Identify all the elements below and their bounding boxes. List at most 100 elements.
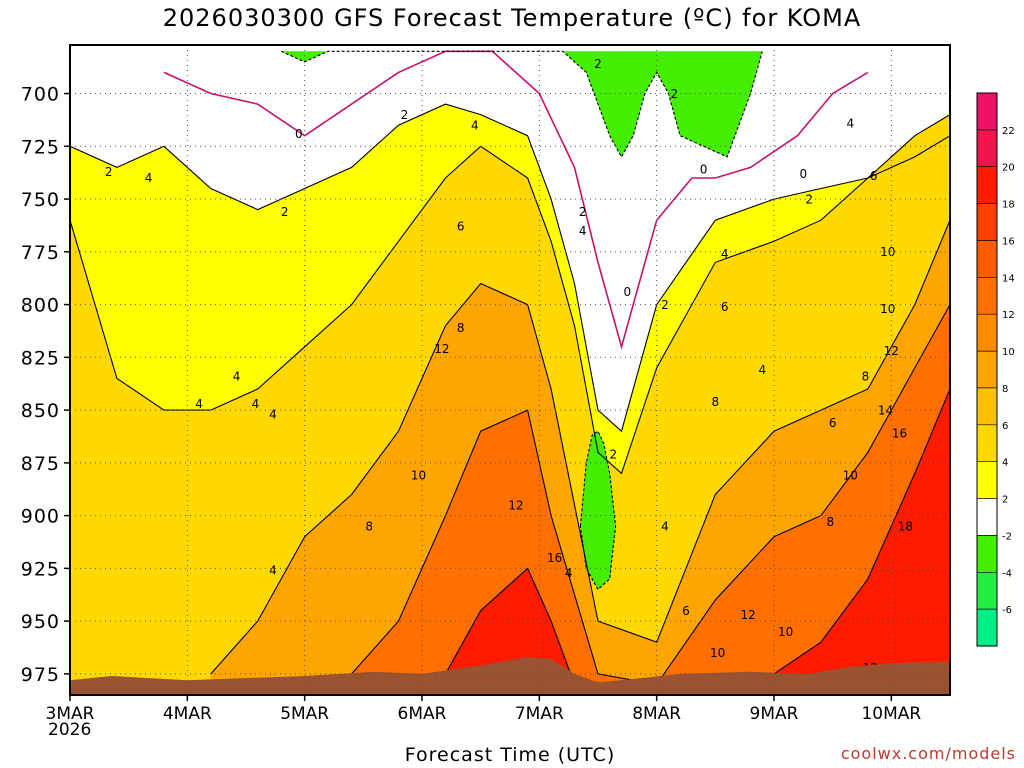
- colorbar-label: -2: [1002, 531, 1012, 542]
- x-tick-label: 3MAR: [46, 704, 95, 724]
- colorbar-label: 12: [1002, 310, 1015, 321]
- colorbar-swatch: [977, 535, 997, 573]
- y-tick-label: 975: [21, 664, 60, 686]
- colorbar-frame: [976, 92, 998, 647]
- contour-label: 4: [721, 247, 729, 261]
- contour-label: 10: [843, 469, 858, 483]
- contour-label: 4: [661, 519, 669, 533]
- band-cold-low: [580, 431, 616, 590]
- contour-label: 2: [609, 448, 617, 462]
- contour-label: 4: [252, 397, 260, 411]
- contour-label: 0: [799, 167, 807, 181]
- colorbar-label: 4: [1002, 458, 1008, 469]
- colorbar-swatch: [977, 351, 997, 389]
- contour-label: 12: [508, 498, 523, 512]
- contour-label: 8: [862, 370, 870, 384]
- contour-label: 10: [880, 302, 895, 316]
- contour-label: 4: [269, 408, 277, 422]
- contour-label: 6: [870, 169, 878, 183]
- colorbar-swatch: [977, 277, 997, 315]
- contour-label: 4: [145, 171, 153, 185]
- colorbar-swatch: [977, 240, 997, 278]
- plot-frame: [69, 44, 951, 696]
- contour-line: [70, 103, 950, 433]
- colorbar-swatch: [977, 93, 997, 131]
- x-tick-label: 10MAR: [861, 704, 921, 724]
- colorbar-swatch: [977, 572, 997, 610]
- contour-label: 4: [846, 116, 854, 130]
- y-tick-label: 750: [21, 189, 60, 211]
- contour-label: 4: [758, 363, 766, 377]
- contour-line: [445, 388, 950, 695]
- contour-label: 4: [579, 224, 587, 238]
- colorbar-label: 20: [1002, 163, 1015, 174]
- colorbar-label: 18: [1002, 200, 1015, 211]
- temperature-field: [70, 45, 950, 695]
- contour-label: 0: [700, 163, 708, 177]
- colorbar-label: 6: [1002, 421, 1008, 432]
- colorbar-label: 8: [1002, 384, 1008, 395]
- contour-label: 2: [805, 192, 813, 206]
- contour-label: 4: [195, 397, 203, 411]
- x-tick-label: 9MAR: [750, 704, 799, 724]
- chart-title: 2026030300 GFS Forecast Temperature (ºC)…: [162, 4, 862, 32]
- contour-label: 18: [898, 519, 913, 533]
- colorbar-swatch: [977, 166, 997, 205]
- contour-label: 12: [884, 344, 899, 358]
- grid-lines: [70, 45, 950, 695]
- contour-label: 4: [565, 566, 573, 580]
- x-tick-label: 8MAR: [632, 704, 681, 724]
- y-tick-label: 725: [21, 136, 60, 158]
- contour-label: 6: [682, 604, 690, 618]
- contour-label: 6: [721, 300, 729, 314]
- contour-label: 8: [711, 395, 719, 409]
- contour-label: 2: [579, 205, 587, 219]
- contour-label: 12: [741, 608, 756, 622]
- y-tick-label: 925: [21, 558, 60, 580]
- contour-label: 2: [105, 165, 113, 179]
- contour-label: 4: [471, 118, 479, 132]
- contour-label: 16: [547, 551, 562, 565]
- colorbar-swatch: [977, 498, 997, 536]
- colorbar-label: -6: [1002, 605, 1012, 616]
- contour-label: 10: [880, 245, 895, 259]
- terrain-surface: [70, 657, 950, 695]
- colorbar-label: 22: [1002, 126, 1015, 137]
- colorbar-label: 16: [1002, 237, 1015, 248]
- contour-label: 8: [826, 515, 834, 529]
- contour-label: 10: [710, 646, 725, 660]
- x-axis-year: 2026: [48, 720, 92, 740]
- y-tick-label: 900: [21, 506, 60, 528]
- contour-line: [210, 219, 950, 675]
- contour-label: 10: [411, 469, 426, 483]
- contour-label: 8: [365, 519, 373, 533]
- contour-label: 4: [269, 564, 277, 578]
- y-tick-label: 800: [21, 295, 60, 317]
- contour-label: 2: [594, 57, 602, 71]
- colorbar-swatch: [977, 387, 997, 426]
- contour-label: 0: [295, 127, 303, 141]
- contour-label: 10: [778, 625, 793, 639]
- contour-label: 2: [661, 298, 669, 312]
- colorbar-swatch: [977, 203, 997, 242]
- colorbar-swatch: [977, 129, 997, 168]
- colorbar-label: 2: [1002, 495, 1008, 506]
- x-tick-label: 7MAR: [515, 704, 564, 724]
- contour-label: 10: [790, 749, 805, 763]
- contour-label: 2: [670, 87, 678, 101]
- contour-label: 8: [457, 321, 465, 335]
- band-cold-top: [281, 51, 763, 157]
- contour-label: 16: [892, 427, 907, 441]
- y-tick-label: 775: [21, 242, 60, 264]
- contour-label: 2: [281, 205, 289, 219]
- y-tick-label: 850: [21, 400, 60, 422]
- colorbar-swatch: [977, 424, 997, 463]
- colorbar-label: 10: [1002, 347, 1015, 358]
- y-tick-label: 875: [21, 453, 60, 475]
- contour-line: [579, 430, 617, 591]
- x-tick-label: 5MAR: [280, 704, 329, 724]
- colorbar-swatch: [977, 314, 997, 352]
- contour-label: 6: [457, 220, 465, 234]
